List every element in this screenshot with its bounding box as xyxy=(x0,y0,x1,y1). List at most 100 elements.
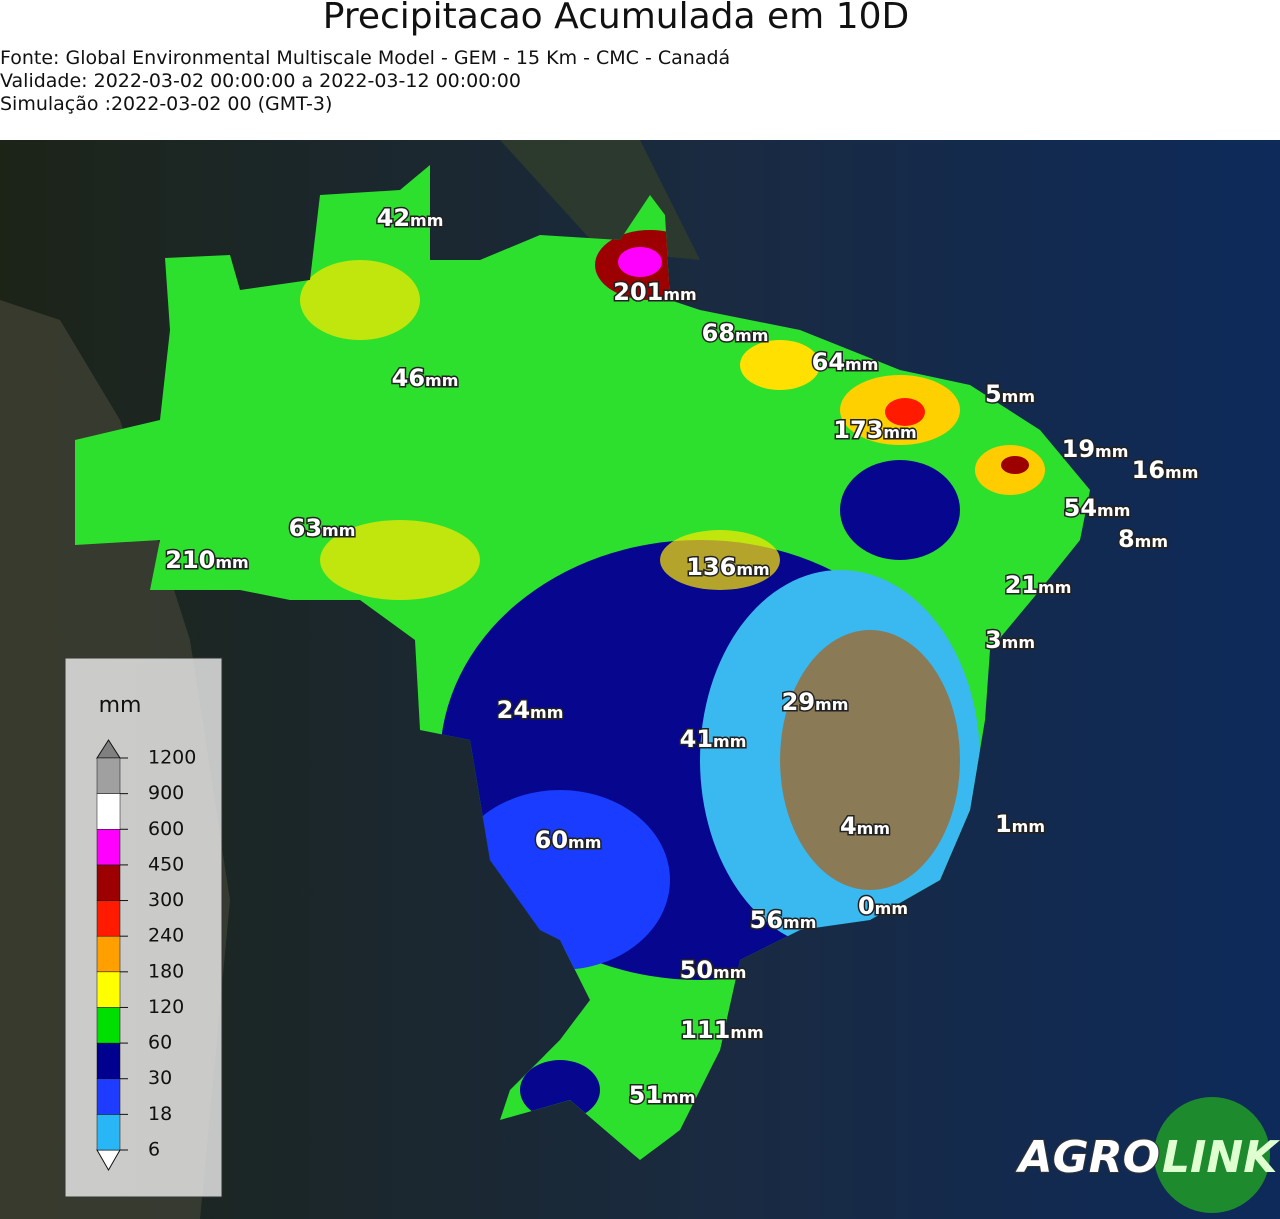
colorbar-segment xyxy=(96,1078,121,1115)
precip-value: 68 xyxy=(702,319,735,347)
precip-unit: mm xyxy=(845,355,878,374)
precip-label: 50mm xyxy=(680,956,747,984)
precip-unit: mm xyxy=(815,695,848,714)
precip-unit: mm xyxy=(1135,532,1168,551)
precip-value: 1 xyxy=(995,810,1012,838)
colorbar-segment xyxy=(96,793,121,830)
precip-unit: mm xyxy=(1038,578,1071,597)
precip-label: 64mm xyxy=(812,348,879,376)
colorbar-segment xyxy=(96,1114,121,1151)
precip-value: 29 xyxy=(782,688,815,716)
precip-value: 5 xyxy=(985,380,1002,408)
colorbar: mm 6 18 30 60 120 180 240 300 450 600 900 1200 xyxy=(64,657,223,1198)
precip-label: 136mm xyxy=(686,553,769,581)
precip-unit: mm xyxy=(713,963,746,982)
colorbar-segment xyxy=(96,1007,121,1044)
colorbar-tick-label: 300 xyxy=(148,889,184,911)
precip-unit: mm xyxy=(883,423,916,442)
precip-unit: mm xyxy=(1002,633,1035,652)
colorbar-tick-label: 120 xyxy=(148,996,184,1018)
colorbar-segment xyxy=(96,935,121,973)
precip-label: 4mm xyxy=(840,812,890,840)
source: Fonte: Global Environmental Multiscale M… xyxy=(0,47,730,69)
precip-value: 3 xyxy=(985,626,1002,654)
colorbar-unit: mm xyxy=(99,693,142,718)
colorbar-tick-label: 18 xyxy=(148,1103,172,1125)
precip-value: 210 xyxy=(165,546,215,574)
precip-value: 201 xyxy=(613,278,663,306)
precip-unit: mm xyxy=(662,1088,695,1107)
title: Precipitacao Acumulada em 10D xyxy=(323,0,909,37)
colorbar-tick-label: 180 xyxy=(148,960,184,982)
precip-value: 136 xyxy=(686,553,736,581)
colorbar-segment xyxy=(96,1042,121,1079)
logo-left: AGRO xyxy=(1016,1132,1160,1183)
precip-label: 8mm xyxy=(1118,525,1168,553)
precip-unit: mm xyxy=(1012,817,1045,836)
colorbar-tick-label: 450 xyxy=(148,853,184,875)
precip-label: 42mm xyxy=(377,204,444,232)
precip-unit: mm xyxy=(875,899,908,918)
precip-value: 21 xyxy=(1005,571,1038,599)
precip-unit: mm xyxy=(713,732,746,751)
precip-value: 0 xyxy=(858,892,875,920)
precip-value: 19 xyxy=(1062,435,1095,463)
precip-unit: mm xyxy=(530,703,563,722)
precip-unit: mm xyxy=(215,553,248,572)
precip-label: 201mm xyxy=(613,278,696,306)
precip-unit: mm xyxy=(1097,501,1130,520)
precip-label: 16mm xyxy=(1132,456,1199,484)
precip-label: 68mm xyxy=(702,319,769,347)
precip-label: 0mm xyxy=(858,892,908,920)
precip-value: 8 xyxy=(1118,525,1135,553)
precip-value: 64 xyxy=(812,348,845,376)
colorbar-segment xyxy=(96,829,121,866)
precip-value: 24 xyxy=(497,696,530,724)
precip-value: 173 xyxy=(833,416,883,444)
precip-value: 46 xyxy=(392,364,425,392)
precip-value: 63 xyxy=(289,514,322,542)
precip-value: 4 xyxy=(840,812,857,840)
precip-label: 173mm xyxy=(833,416,916,444)
precip-unit: mm xyxy=(425,371,458,390)
colorbar-segment xyxy=(96,971,121,1008)
logo-right: LINK xyxy=(1162,1132,1280,1183)
precip-label: 41mm xyxy=(680,725,747,753)
colorbar-segment xyxy=(96,900,121,937)
precip-unit: mm xyxy=(857,819,890,838)
precip-labels: 42mm201mm68mm46mm64mm5mm173mm19mm16mm54m… xyxy=(164,203,1200,1111)
precip-unit: mm xyxy=(1165,463,1198,482)
colorbar-tick-label: 600 xyxy=(148,818,184,840)
precip-unit: mm xyxy=(730,1023,763,1042)
precip-label: 1mm xyxy=(995,810,1045,838)
simulation: Simulação :2022-03-02 00 (GMT-3) xyxy=(0,93,332,115)
precip-unit: mm xyxy=(568,833,601,852)
validity: Validade: 2022-03-02 00:00:00 a 2022-03-… xyxy=(0,70,521,92)
precip-unit: mm xyxy=(410,211,443,230)
precip-label: 51mm xyxy=(629,1081,696,1109)
precip-label: 19mm xyxy=(1062,435,1129,463)
precip-label: 29mm xyxy=(782,688,849,716)
precip-value: 16 xyxy=(1132,456,1165,484)
colorbar-segment xyxy=(96,757,121,794)
precip-value: 42 xyxy=(377,204,410,232)
precip-unit: mm xyxy=(1095,442,1128,461)
precip-label: 210mm xyxy=(165,546,248,574)
precip-value: 41 xyxy=(680,725,713,753)
precip-unit: mm xyxy=(783,913,816,932)
precip-label: 60mm xyxy=(535,826,602,854)
precip-value: 56 xyxy=(750,906,783,934)
precip-label: 63mm xyxy=(289,514,356,542)
map xyxy=(0,140,1280,1219)
colorbar-tick-label: 1200 xyxy=(148,747,196,769)
precip-unit: mm xyxy=(1002,387,1035,406)
colorbar-segment xyxy=(96,864,121,901)
precip-label: 46mm xyxy=(392,364,459,392)
precip-unit: mm xyxy=(736,560,769,579)
precip-value: 50 xyxy=(680,956,713,984)
colorbar-tick-label: 60 xyxy=(148,1032,172,1054)
precip-value: 60 xyxy=(535,826,568,854)
precip-value: 54 xyxy=(1064,494,1097,522)
logo: AGRO LINK xyxy=(1015,1097,1280,1213)
